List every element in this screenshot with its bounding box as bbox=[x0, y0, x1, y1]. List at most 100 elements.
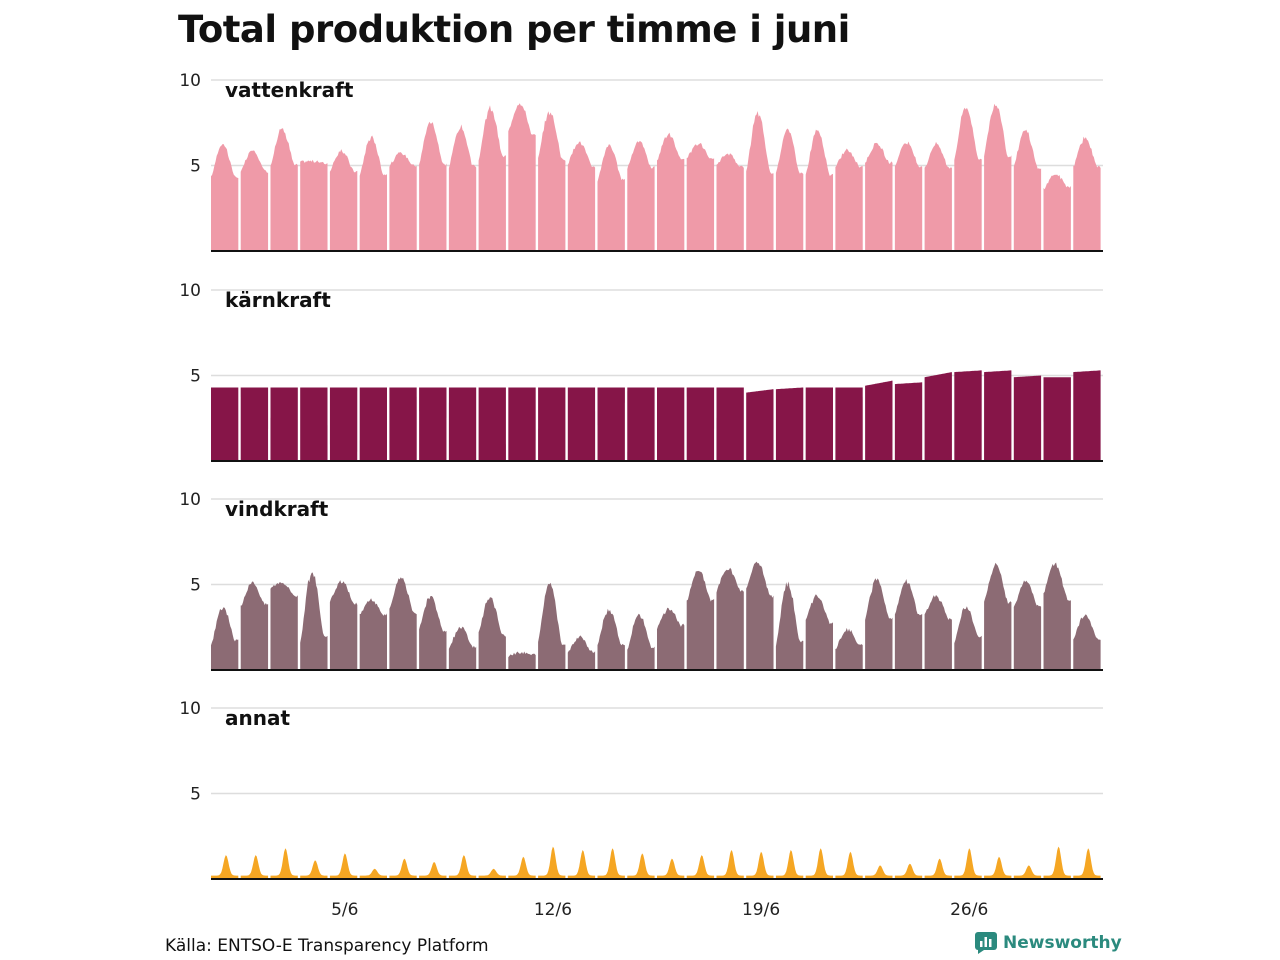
area-vattenkraft-day-16 bbox=[657, 132, 685, 251]
area-vattenkraft-day-26 bbox=[954, 107, 982, 251]
area-vindkraft-day-22 bbox=[835, 627, 863, 670]
area-vindkraft-day-29 bbox=[1043, 562, 1071, 670]
area-annat-day-17 bbox=[686, 855, 715, 879]
source-note: Källa: ENTSO-E Transparency Platform bbox=[165, 936, 489, 956]
brand-name: Newsworthy bbox=[1003, 933, 1122, 953]
area-vindkraft-day-21 bbox=[805, 594, 833, 670]
area-kärnkraft-day-5 bbox=[329, 387, 358, 461]
area-kärnkraft-day-2 bbox=[240, 387, 269, 461]
area-kärnkraft-day-8 bbox=[419, 387, 447, 461]
area-vindkraft-day-25 bbox=[924, 595, 952, 670]
area-annat-day-4 bbox=[300, 860, 328, 879]
area-vattenkraft-day-2 bbox=[240, 150, 269, 251]
area-annat-day-28 bbox=[1013, 865, 1042, 879]
area-vattenkraft-day-9 bbox=[448, 124, 477, 251]
y-tick-label: 5 bbox=[190, 785, 201, 805]
area-annat-day-29 bbox=[1043, 846, 1071, 879]
area-vattenkraft-day-5 bbox=[329, 149, 358, 251]
series-label-kärnkraft: kärnkraft bbox=[225, 288, 331, 312]
area-vattenkraft-day-15 bbox=[627, 140, 655, 251]
area-vindkraft-day-17 bbox=[686, 570, 715, 670]
y-tick-label: 10 bbox=[179, 71, 201, 91]
area-annat-day-27 bbox=[984, 856, 1012, 879]
area-annat-day-6 bbox=[359, 868, 387, 879]
area-vattenkraft-day-14 bbox=[597, 144, 625, 251]
area-vattenkraft-day-19 bbox=[746, 111, 774, 251]
area-vattenkraft-day-22 bbox=[835, 148, 863, 251]
y-tick-label: 5 bbox=[190, 367, 201, 387]
area-kärnkraft-day-11 bbox=[508, 387, 536, 461]
area-vattenkraft-day-18 bbox=[716, 153, 744, 251]
area-annat-day-1 bbox=[211, 855, 239, 879]
area-vindkraft-day-16 bbox=[657, 607, 685, 670]
area-kärnkraft-day-18 bbox=[716, 387, 744, 461]
area-annat-day-30 bbox=[1073, 848, 1101, 879]
area-vattenkraft-day-24 bbox=[894, 141, 923, 251]
area-kärnkraft-day-19 bbox=[746, 389, 774, 461]
area-annat-day-21 bbox=[805, 848, 833, 879]
area-annat-day-13 bbox=[567, 850, 596, 879]
area-annat-day-3 bbox=[270, 848, 298, 879]
area-kärnkraft-day-14 bbox=[597, 387, 625, 461]
area-annat-day-8 bbox=[419, 862, 447, 879]
area-annat-day-5 bbox=[329, 853, 358, 879]
area-vattenkraft-day-11 bbox=[508, 103, 536, 251]
area-vattenkraft-day-3 bbox=[270, 128, 298, 251]
area-vindkraft-day-23 bbox=[865, 578, 893, 670]
area-vindkraft-day-13 bbox=[567, 635, 596, 670]
area-vindkraft-day-27 bbox=[984, 562, 1012, 670]
area-vattenkraft-day-29 bbox=[1043, 174, 1071, 251]
area-vattenkraft-day-28 bbox=[1013, 129, 1042, 251]
series-label-vindkraft: vindkraft bbox=[225, 497, 329, 521]
area-vindkraft-day-9 bbox=[448, 626, 477, 670]
area-vindkraft-day-14 bbox=[597, 608, 625, 670]
area-kärnkraft-day-16 bbox=[657, 387, 685, 461]
area-vindkraft-day-4 bbox=[300, 572, 328, 670]
area-kärnkraft-day-15 bbox=[627, 387, 655, 461]
area-vindkraft-day-30 bbox=[1073, 614, 1101, 670]
area-kärnkraft-day-24 bbox=[894, 382, 923, 461]
area-vattenkraft-day-20 bbox=[775, 128, 804, 251]
area-annat-day-19 bbox=[746, 851, 774, 879]
chart-title: Total produktion per timme i juni bbox=[178, 8, 850, 51]
area-annat-day-24 bbox=[894, 863, 923, 879]
area-kärnkraft-day-4 bbox=[300, 387, 328, 461]
area-annat-day-25 bbox=[924, 858, 952, 879]
area-annat-day-26 bbox=[954, 848, 982, 879]
y-tick-label: 10 bbox=[179, 281, 201, 301]
area-vindkraft-day-12 bbox=[538, 582, 566, 670]
area-kärnkraft-day-28 bbox=[1013, 375, 1042, 461]
area-kärnkraft-day-30 bbox=[1073, 370, 1101, 461]
area-annat-day-15 bbox=[627, 853, 655, 879]
area-annat-day-20 bbox=[775, 850, 804, 879]
brand[interactable]: Newsworthy bbox=[975, 932, 1122, 954]
area-vindkraft-day-10 bbox=[478, 597, 506, 670]
area-vattenkraft-day-27 bbox=[984, 103, 1012, 251]
area-vattenkraft-day-25 bbox=[924, 141, 952, 251]
series-label-vattenkraft: vattenkraft bbox=[225, 78, 354, 102]
area-kärnkraft-day-1 bbox=[211, 387, 239, 461]
x-tick-label: 12/6 bbox=[534, 900, 572, 920]
x-tick-label: 26/6 bbox=[950, 900, 988, 920]
area-vindkraft-day-11 bbox=[508, 651, 536, 670]
newsworthy-logo-icon bbox=[975, 932, 997, 954]
y-tick-label: 5 bbox=[190, 576, 201, 596]
area-vindkraft-day-7 bbox=[389, 577, 417, 670]
area-vindkraft-day-1 bbox=[211, 607, 239, 670]
x-tick-label: 19/6 bbox=[742, 900, 780, 920]
area-vindkraft-day-15 bbox=[627, 613, 655, 670]
area-vindkraft-day-2 bbox=[240, 581, 269, 670]
area-vattenkraft-day-13 bbox=[567, 141, 596, 251]
area-annat-day-14 bbox=[597, 848, 625, 879]
area-vattenkraft-day-30 bbox=[1073, 136, 1101, 251]
area-annat-day-18 bbox=[716, 850, 744, 879]
area-kärnkraft-day-7 bbox=[389, 387, 417, 461]
area-vindkraft-day-19 bbox=[746, 561, 774, 670]
area-kärnkraft-day-6 bbox=[359, 387, 387, 461]
area-annat-day-10 bbox=[478, 868, 506, 879]
area-vattenkraft-day-4 bbox=[300, 159, 328, 251]
area-vindkraft-day-6 bbox=[359, 598, 387, 670]
area-vattenkraft-day-6 bbox=[359, 135, 387, 251]
area-vindkraft-day-24 bbox=[894, 579, 923, 670]
series-label-annat: annat bbox=[225, 706, 290, 730]
